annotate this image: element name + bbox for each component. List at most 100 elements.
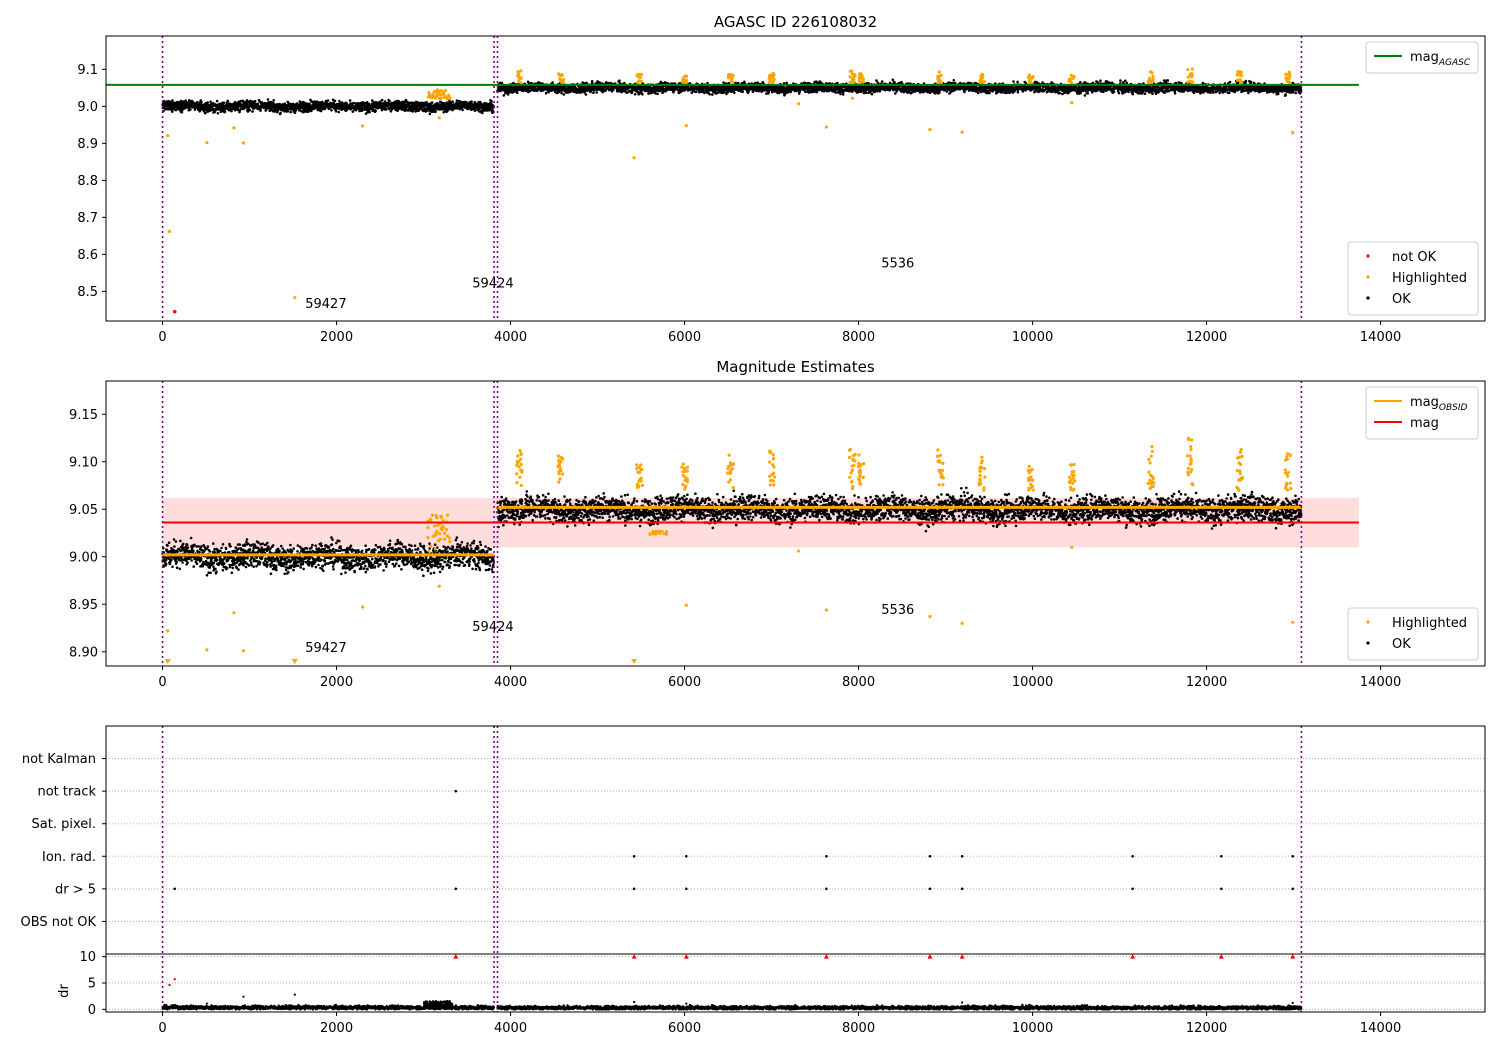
panel-1-highlighted-cluster-point [982, 79, 986, 84]
panel-2-highlighted-cluster-point [728, 478, 733, 482]
flag-point [685, 887, 688, 891]
panel-2-ytick-label: 9.05 [69, 503, 98, 518]
panel-2-highlighted-cluster-point [516, 454, 520, 458]
panel-1-highlighted-cluster-point [638, 75, 642, 79]
panel-2-highlighted-cluster-point [727, 480, 731, 484]
panel-2-highlighted-cluster-point [768, 474, 772, 478]
panel-1-legend-dot-swatch [1366, 275, 1370, 279]
flag-row-label: Sat. pixel. [32, 817, 96, 832]
panel-2-highlighted-cluster-point [444, 527, 449, 532]
panel-2-highlighted-cluster-point [728, 461, 733, 465]
panel-2-xtick-label: 12000 [1186, 675, 1227, 690]
panel-2-highlighted-cluster-point [1285, 452, 1290, 456]
panel-2-highlighted-cluster-point [429, 544, 433, 548]
panel-2-highlighted-cluster-point [862, 461, 866, 466]
flag-point [825, 887, 828, 891]
panel-2-ytick-label: 8.90 [69, 645, 98, 660]
panel-2-highlighted-cluster-point [978, 466, 982, 470]
panel-2-highlighted-cluster-point [1148, 478, 1152, 482]
panel-2-highlighted-cluster-point [1149, 454, 1153, 458]
panel-1-highlighted-cluster-point [439, 96, 443, 100]
dr-ok-points [161, 1003, 496, 1011]
flag-point [454, 789, 458, 793]
panel-2-highlighted-cluster-point [431, 534, 435, 538]
panel-2-highlighted-cluster-point [556, 454, 560, 458]
panel-2-highlighted-cluster-point [848, 475, 852, 479]
panel-1-highlighted-cluster-point [1287, 70, 1291, 74]
flag-point [1220, 854, 1223, 858]
flag-point [1291, 854, 1295, 858]
panel-2-highlighted-cluster-point [1069, 463, 1073, 467]
panel-2-highlighted-cluster-point [1070, 470, 1074, 474]
panel-2-highlighted-cluster-point [1240, 454, 1244, 459]
panel-2-highlighted-cluster-point [982, 466, 987, 471]
panel-1-highlighted-point [1291, 131, 1295, 135]
panel-1-highlighted-cluster-point [637, 79, 641, 83]
panel-2-highlighted-point [824, 608, 828, 612]
panel-2-highlighted-cluster-point [442, 537, 447, 541]
panel-2-highlighted-cluster-point [857, 477, 861, 481]
panel-2-highlighted-cluster-point [651, 532, 655, 536]
panel-2-highlighted-cluster-point [1148, 461, 1152, 465]
panel-1-highlighted-point [241, 141, 246, 145]
panel-2-legend-label: OK [1392, 637, 1411, 652]
panel-2-highlighted-cluster-point [1285, 488, 1290, 492]
panel-2-highlighted-point [960, 621, 964, 625]
panel-2-highlighted-cluster-point [437, 532, 442, 536]
panel-2-highlighted-cluster-point [635, 463, 639, 467]
panel-1-highlighted-cluster-point [858, 80, 863, 84]
panel-1-highlighted-cluster-point [519, 69, 523, 73]
panel-2-highlighted-cluster-point [636, 482, 640, 486]
panel-2-highlighted-cluster-point [683, 478, 687, 483]
panel-2-highlighted-cluster-point [851, 457, 855, 461]
panel-1-annotation: 5536 [881, 256, 914, 271]
panel-1-highlighted-cluster-point [639, 72, 644, 76]
panel-2-highlighted-cluster-point [439, 515, 443, 520]
panel-2-highlighted-cluster-point [426, 525, 430, 530]
flag-point [928, 854, 932, 858]
panel-1-highlighted-cluster-point [979, 74, 983, 78]
panel-2-highlighted-cluster-point [1235, 469, 1239, 473]
panel-2-highlighted-cluster-point [557, 470, 561, 474]
panel-2-title: Magnitude Estimates [716, 358, 874, 376]
panel-2-highlighted-cluster-point [1189, 447, 1193, 452]
panel-2-highlighted-cluster-point [648, 532, 652, 536]
panel-1-highlighted-point [205, 140, 209, 145]
flag-point [960, 854, 964, 858]
panel-2-highlighted-cluster-point [850, 469, 854, 473]
dr-xtick-label: 10000 [1012, 1021, 1053, 1036]
panel-2-highlighted-cluster-point [1288, 453, 1292, 458]
panel-2-highlighted-cluster-point [1027, 464, 1031, 468]
panel-1-highlighted-cluster-point [1148, 70, 1153, 74]
panel-2-highlighted-cluster-point [654, 532, 658, 536]
panel-1-xtick-label: 10000 [1012, 330, 1053, 345]
panel-2-highlighted-cluster-point [772, 475, 777, 479]
flags-and-dr-panel: not Kalman not track Sat. pixel. Ion. rad. d… [21, 725, 1486, 1036]
panel-1-highlighted-cluster-point [516, 70, 520, 74]
dr-xtick-label: 8000 [842, 1021, 875, 1036]
dr-outlier-point [205, 1002, 209, 1005]
panel-2-highlighted-cluster-point [731, 462, 735, 466]
panel-2-highlighted-cluster-point [1068, 480, 1072, 485]
panel-1-highlighted-cluster-point [517, 79, 521, 83]
dr-xtick-label: 12000 [1186, 1021, 1227, 1036]
panel-1-title: AGASC ID 226108032 [714, 13, 877, 31]
flag-point [454, 887, 458, 891]
panel-1-highlighted-cluster-point [1190, 67, 1195, 71]
panel-1-highlighted-cluster-point [682, 80, 686, 84]
panel-1-highlighted-cluster-point [851, 78, 855, 82]
panel-1-highlighted-cluster-point [519, 76, 523, 81]
magnitude-estimates-panel: Magnitude Estimates 59427 59424 5536 0 2000 40… [69, 358, 1486, 690]
panel-2-highlighted-cluster-point [638, 477, 642, 482]
panel-2-highlighted-cluster-point [515, 472, 519, 476]
panel-1-highlighted-cluster-point [1069, 73, 1073, 77]
panel-1-highlighted-cluster-point [848, 75, 852, 79]
panel-1-highlighted-cluster-point [771, 80, 775, 84]
panel-2-highlighted-cluster-point [1188, 462, 1192, 466]
flag-row-label: dr > 5 [55, 882, 96, 897]
panel-2-highlighted-cluster-point [1186, 473, 1191, 477]
panel-1-ok-points [161, 98, 496, 116]
panel-1-highlighted-cluster-point [729, 74, 733, 79]
panel-2-below-range-marker [631, 659, 638, 664]
